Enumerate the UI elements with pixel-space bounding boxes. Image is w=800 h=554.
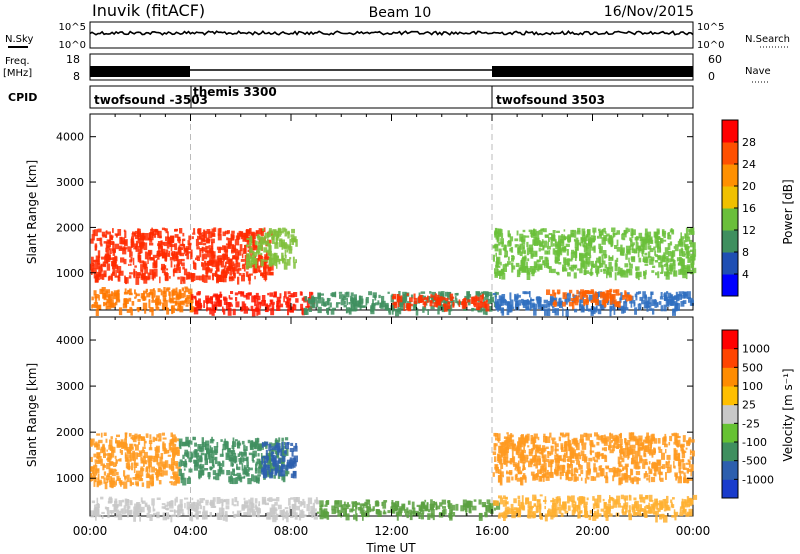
velocity-colorbar: 1000 500 100 25 -25 -100 -500 -1000 [721,329,774,499]
colorbar-tick-label: 500 [742,361,763,374]
x-tick-label: 00:00 [73,524,108,538]
freq-unit: [MHz] [3,68,32,79]
colorbar-tick-label: -1000 [742,473,774,486]
colorbar-tick-label: 100 [742,380,763,393]
cpid-label: CPID [8,91,37,104]
nsearch-tick-bottom: 10^0 [697,40,724,51]
colorbar-frame [721,329,739,499]
velocity-ylabel: Slant Range [km] [25,363,39,467]
echo-region [492,494,698,523]
colorbar-swatch [722,208,738,231]
colorbar-swatch [722,386,738,406]
nsky-panel-frame [89,21,694,49]
nsky-label: N.Sky [5,34,33,45]
x-tick-label: 16:00 [475,524,510,538]
colorbar-tick-label: -25 [742,417,760,430]
y-tick-label: 3000 [56,176,84,189]
cpid-panel-frame [89,85,694,109]
y-tick-label: 3000 [56,380,84,393]
cpid-segment-2: themis 3300 [193,85,277,99]
y-tick-label: 2000 [56,426,84,439]
freq-label: Freq. [5,56,30,67]
nave-bar-segment-1 [90,66,190,77]
cpid-segment-1: twofsound -3503 [94,93,208,107]
power-panel: 1000 2000 3000 4000 [56,113,697,317]
x-tick-label: 08:00 [274,524,309,538]
colorbar-tick-label: 20 [742,180,756,193]
nave-bar-segment-3 [492,66,693,77]
echo-region [546,288,633,310]
colorbar-tick-label: 1000 [742,343,770,356]
x-tick-label: 20:00 [575,524,610,538]
colorbar-tick-label: -500 [742,455,767,468]
x-tick-label: 00:00 [676,524,711,538]
velocity-panel: 1000 2000 3000 4000 [56,316,698,523]
beam-title: Beam 10 [369,5,432,21]
colorbar-swatch [722,120,738,143]
colorbar-tick-label: 16 [742,202,756,215]
y-tick-label: 1000 [56,267,84,280]
colorbar-swatch [722,479,738,499]
nave-tick-top: 60 [708,53,722,66]
echo-region [91,286,195,316]
nsearch-label: N.Search [745,34,790,45]
colorbar-tick-label: 24 [742,158,756,171]
cpid-segment-3: twofsound 3503 [496,93,605,107]
velocity-colorbar-label: Velocity [m s⁻¹] [781,368,795,461]
colorbar-swatch [722,460,738,480]
colorbar-swatch [722,142,738,165]
colorbar-swatch [722,442,738,462]
nave-tick-bottom: 0 [708,70,715,83]
y-tick-label: 4000 [56,131,84,144]
colorbar-swatch [722,330,738,350]
station-title: Inuvik (fitACF) [92,1,205,20]
colorbar-tick-label: -100 [742,436,767,449]
panel-frame [89,316,694,517]
echo-region [261,441,298,479]
colorbar-tick-label: 12 [742,224,756,237]
nsearch-tick-top: 10^5 [697,22,724,33]
colorbar-swatch [722,186,738,209]
echo-region [391,293,490,312]
power-ylabel: Slant Range [km] [25,160,39,264]
nsky-tick-top: 10^5 [59,22,86,33]
colorbar-swatch [722,164,738,187]
colorbar-swatch [722,230,738,253]
y-tick-label: 2000 [56,221,84,234]
colorbar-tick-label: 8 [742,246,749,259]
nsky-trace [89,30,694,36]
nsky-tick-bottom: 10^0 [59,40,86,51]
power-colorbar-label: Power [dB] [781,179,795,244]
time-axis-ticks: 00:00 04:00 08:00 12:00 16:00 20:00 00:00 [73,524,711,538]
colorbar-swatch [722,404,738,424]
date-title: 16/Nov/2015 [604,4,694,20]
y-tick-label: 1000 [56,472,84,485]
echo-region [316,499,501,522]
time-axis-label: Time UT [365,541,416,554]
echo-region [90,432,181,490]
y-tick-label: 4000 [56,334,84,347]
echo-region [245,227,298,270]
x-tick-label: 12:00 [374,524,409,538]
colorbar-tick-label: 28 [742,136,756,149]
colorbar-swatch [722,252,738,275]
freq-tick-bottom: 8 [73,70,80,83]
echo-region [492,227,697,281]
colorbar-tick-label: 25 [742,399,756,412]
echo-region [90,496,320,523]
x-tick-label: 04:00 [173,524,208,538]
colorbar-tick-label: 4 [742,268,749,281]
colorbar-swatch [722,367,738,387]
power-colorbar: 4 8 12 16 20 24 28 [721,119,756,297]
colorbar-swatch [722,274,738,297]
nave-label: Nave [745,66,771,77]
colorbar-swatch [722,348,738,368]
colorbar-swatch [722,423,738,443]
echo-region [190,291,316,317]
freq-tick-top: 18 [66,53,80,66]
echo-region [492,432,695,486]
